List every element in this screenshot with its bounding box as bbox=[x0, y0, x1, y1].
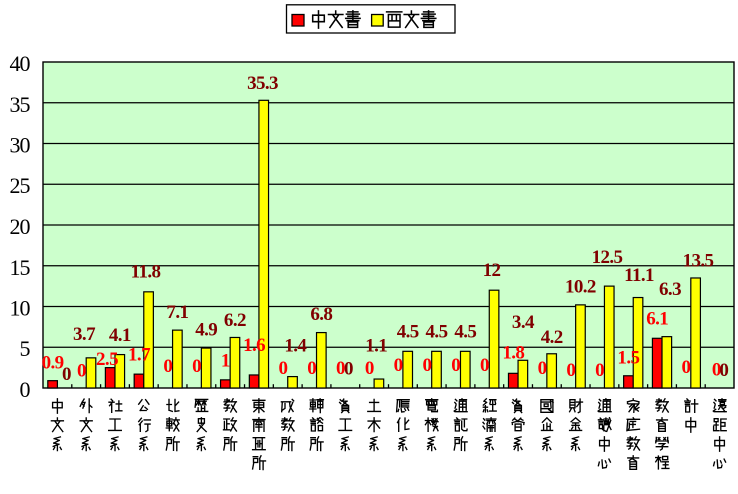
svg-text:0: 0 bbox=[20, 377, 31, 402]
svg-text:0: 0 bbox=[278, 358, 287, 379]
svg-text:10.2: 10.2 bbox=[565, 276, 596, 297]
svg-text:6.8: 6.8 bbox=[310, 304, 332, 325]
svg-text:20: 20 bbox=[10, 214, 31, 239]
svg-text:35: 35 bbox=[10, 92, 31, 117]
svg-text:0: 0 bbox=[77, 361, 86, 382]
svg-text:4.5: 4.5 bbox=[454, 322, 476, 343]
svg-text:0: 0 bbox=[192, 356, 201, 377]
svg-text:6.3: 6.3 bbox=[659, 279, 681, 300]
svg-text:7.1: 7.1 bbox=[166, 302, 188, 323]
svg-text:4.2: 4.2 bbox=[541, 327, 563, 348]
svg-text:10: 10 bbox=[10, 296, 31, 321]
svg-text:1.6: 1.6 bbox=[243, 335, 265, 356]
svg-text:1.5: 1.5 bbox=[617, 347, 639, 368]
svg-text:40: 40 bbox=[10, 51, 31, 76]
svg-text:4.5: 4.5 bbox=[397, 322, 419, 343]
svg-text:1.1: 1.1 bbox=[365, 335, 387, 356]
svg-text:0: 0 bbox=[712, 360, 721, 381]
svg-text:0: 0 bbox=[538, 358, 547, 379]
svg-text:1.4: 1.4 bbox=[284, 335, 307, 356]
svg-text:0: 0 bbox=[344, 359, 353, 380]
svg-text:0.9: 0.9 bbox=[42, 352, 64, 373]
svg-text:0: 0 bbox=[394, 355, 403, 376]
svg-text:1.8: 1.8 bbox=[502, 342, 524, 363]
svg-text:6.1: 6.1 bbox=[646, 309, 668, 330]
svg-text:12.5: 12.5 bbox=[592, 247, 623, 268]
svg-text:0: 0 bbox=[163, 356, 172, 377]
svg-text:12: 12 bbox=[483, 260, 501, 281]
svg-text:0: 0 bbox=[307, 358, 316, 379]
svg-text:0: 0 bbox=[422, 355, 431, 376]
svg-text:5: 5 bbox=[20, 336, 31, 361]
svg-text:3.4: 3.4 bbox=[512, 312, 535, 333]
svg-text:6.2: 6.2 bbox=[224, 310, 246, 331]
svg-text:11.8: 11.8 bbox=[131, 262, 161, 283]
svg-text:3.7: 3.7 bbox=[73, 324, 96, 345]
svg-text:0: 0 bbox=[682, 357, 691, 378]
svg-text:0: 0 bbox=[566, 360, 575, 381]
svg-text:0: 0 bbox=[480, 355, 489, 376]
svg-text:13.5: 13.5 bbox=[683, 251, 714, 272]
svg-text:2.5: 2.5 bbox=[96, 349, 118, 370]
svg-text:0: 0 bbox=[451, 355, 460, 376]
svg-text:35.3: 35.3 bbox=[247, 73, 278, 94]
svg-text:15: 15 bbox=[10, 255, 31, 280]
svg-text:30: 30 bbox=[10, 133, 31, 158]
svg-text:11.1: 11.1 bbox=[624, 265, 654, 286]
svg-text:1.7: 1.7 bbox=[128, 345, 151, 366]
svg-text:0: 0 bbox=[62, 364, 71, 385]
svg-text:4.9: 4.9 bbox=[195, 320, 217, 341]
svg-text:0: 0 bbox=[365, 358, 374, 379]
svg-text:4.1: 4.1 bbox=[109, 325, 131, 346]
svg-text:1: 1 bbox=[221, 350, 230, 371]
svg-text:25: 25 bbox=[10, 173, 31, 198]
svg-text:4.5: 4.5 bbox=[426, 322, 448, 343]
svg-text:0: 0 bbox=[719, 360, 728, 381]
svg-text:0: 0 bbox=[336, 358, 345, 379]
svg-text:0: 0 bbox=[595, 360, 604, 381]
